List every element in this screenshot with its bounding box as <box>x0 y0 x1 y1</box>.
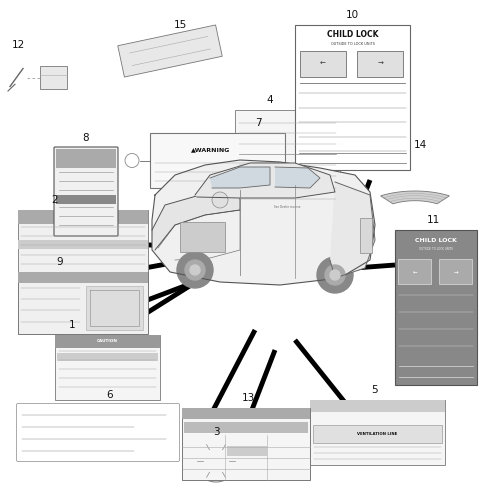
Text: 9: 9 <box>57 257 63 267</box>
FancyBboxPatch shape <box>18 272 148 283</box>
FancyBboxPatch shape <box>85 286 143 330</box>
Text: OUTSIDE TO LOCK UNITS: OUTSIDE TO LOCK UNITS <box>331 42 374 46</box>
FancyBboxPatch shape <box>55 335 160 348</box>
Circle shape <box>212 192 228 208</box>
Text: 10: 10 <box>346 10 359 20</box>
FancyBboxPatch shape <box>40 66 67 89</box>
Text: ▲WARNING: ▲WARNING <box>191 147 230 152</box>
FancyBboxPatch shape <box>184 422 308 433</box>
FancyBboxPatch shape <box>295 25 410 170</box>
Text: 15: 15 <box>173 20 187 30</box>
FancyBboxPatch shape <box>54 147 118 236</box>
FancyBboxPatch shape <box>18 210 148 285</box>
Text: 2: 2 <box>52 195 58 205</box>
Polygon shape <box>195 163 335 198</box>
FancyBboxPatch shape <box>56 195 116 204</box>
Polygon shape <box>152 160 375 285</box>
FancyBboxPatch shape <box>16 404 180 462</box>
FancyBboxPatch shape <box>55 335 160 400</box>
Text: 6: 6 <box>107 390 113 400</box>
Text: CHILD LOCK: CHILD LOCK <box>327 30 378 39</box>
Text: VENTILATION LINE: VENTILATION LINE <box>358 432 397 436</box>
FancyBboxPatch shape <box>313 425 442 443</box>
FancyBboxPatch shape <box>360 218 372 253</box>
FancyBboxPatch shape <box>357 51 403 77</box>
Polygon shape <box>152 192 240 250</box>
Polygon shape <box>381 191 449 204</box>
FancyBboxPatch shape <box>182 408 310 419</box>
Circle shape <box>330 270 340 280</box>
Circle shape <box>185 260 205 280</box>
FancyBboxPatch shape <box>180 222 225 252</box>
Text: 8: 8 <box>83 133 89 143</box>
Circle shape <box>317 257 353 293</box>
FancyBboxPatch shape <box>56 149 116 168</box>
Text: OUTSIDE TO LOCK UNITS: OUTSIDE TO LOCK UNITS <box>419 247 453 251</box>
FancyBboxPatch shape <box>182 408 310 480</box>
Text: ←: ← <box>412 269 417 274</box>
Text: 1: 1 <box>69 320 75 330</box>
FancyBboxPatch shape <box>18 210 148 223</box>
Text: ←: ← <box>320 61 325 67</box>
FancyBboxPatch shape <box>439 260 472 284</box>
FancyBboxPatch shape <box>227 446 267 456</box>
Text: →: → <box>454 269 458 274</box>
Circle shape <box>190 265 200 275</box>
Polygon shape <box>158 210 240 260</box>
FancyBboxPatch shape <box>18 240 148 249</box>
Text: 11: 11 <box>426 215 440 225</box>
Polygon shape <box>118 25 222 77</box>
FancyBboxPatch shape <box>310 400 445 412</box>
FancyBboxPatch shape <box>57 353 158 361</box>
FancyBboxPatch shape <box>18 272 148 334</box>
FancyBboxPatch shape <box>395 230 477 385</box>
Circle shape <box>177 252 213 288</box>
Text: →: → <box>377 61 383 67</box>
FancyBboxPatch shape <box>150 133 285 188</box>
Text: 13: 13 <box>241 393 254 403</box>
FancyBboxPatch shape <box>300 51 346 77</box>
FancyBboxPatch shape <box>310 400 445 465</box>
FancyBboxPatch shape <box>398 260 431 284</box>
Circle shape <box>325 265 345 285</box>
Polygon shape <box>275 167 320 188</box>
Text: 12: 12 <box>12 40 24 50</box>
Polygon shape <box>210 167 270 188</box>
FancyBboxPatch shape <box>235 110 340 215</box>
Text: CAUTION: CAUTION <box>97 340 118 344</box>
Text: See Dealer reverse: See Dealer reverse <box>274 205 301 209</box>
Text: 3: 3 <box>213 427 219 437</box>
Text: 7: 7 <box>255 118 261 128</box>
Text: 4: 4 <box>267 95 273 105</box>
Text: CHILD LOCK: CHILD LOCK <box>415 237 457 242</box>
Text: 14: 14 <box>413 140 427 150</box>
Polygon shape <box>330 182 375 278</box>
Text: 5: 5 <box>372 385 378 395</box>
